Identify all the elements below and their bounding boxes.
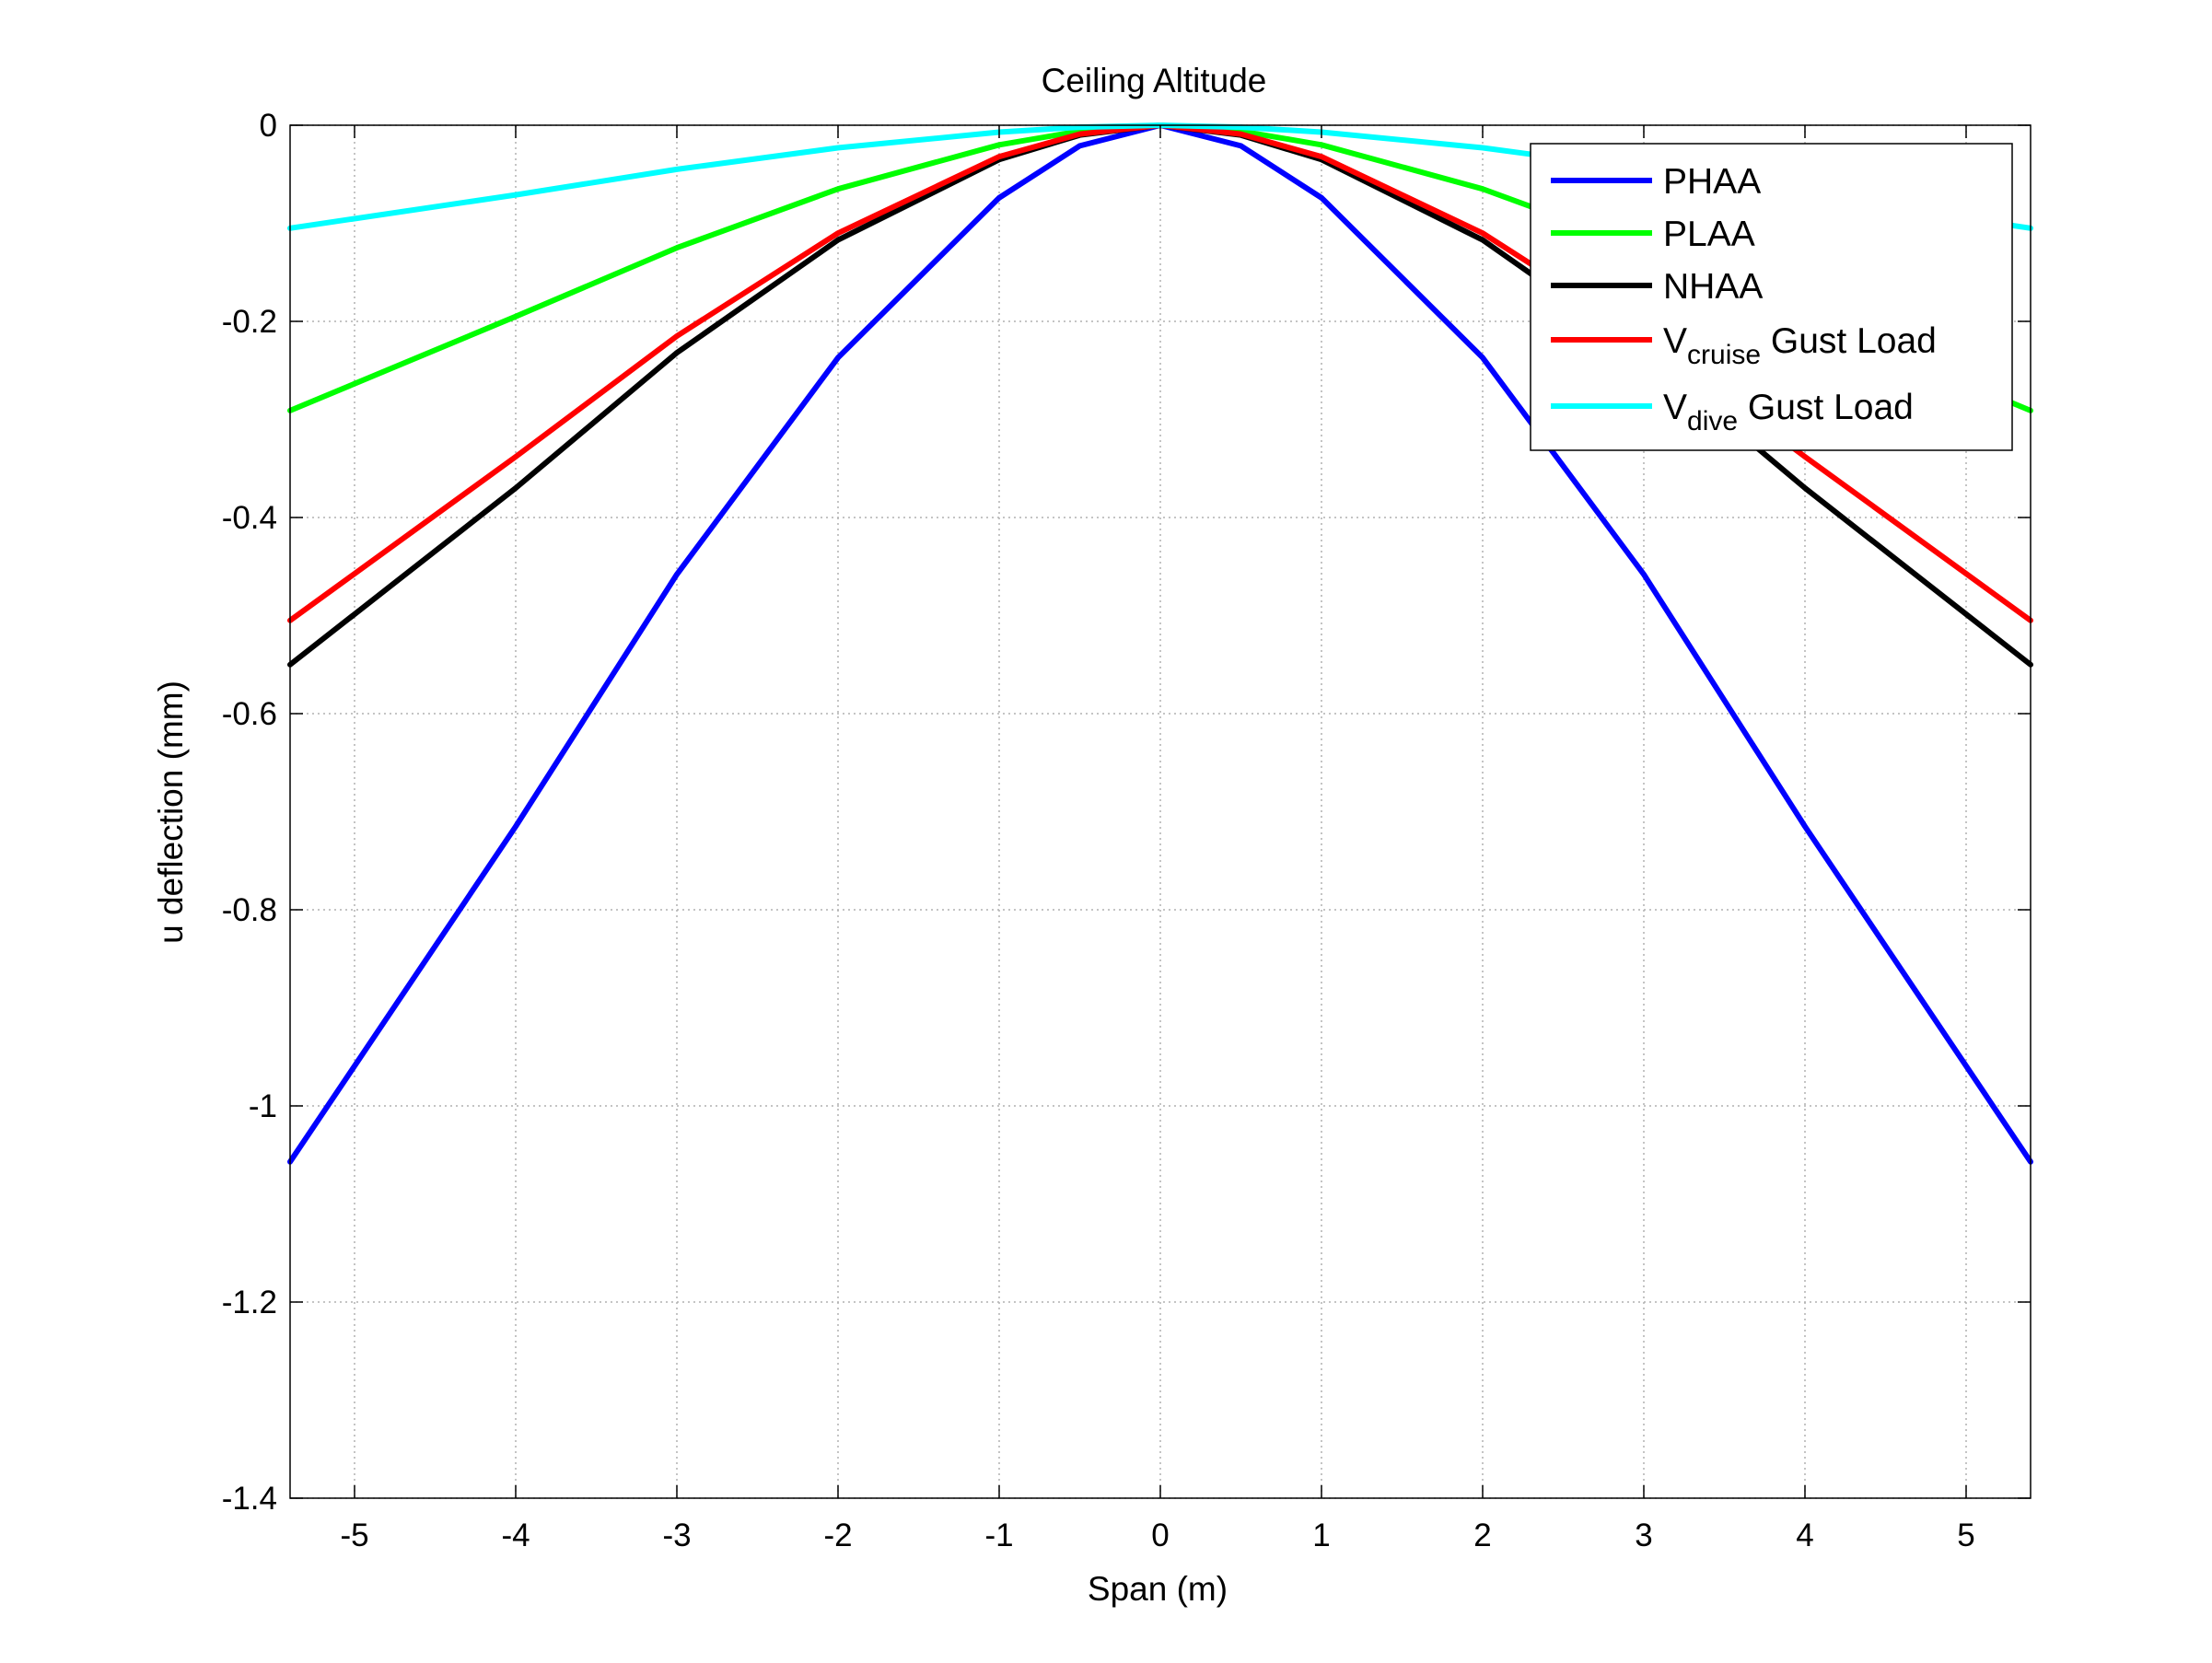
legend-entry: NHAA xyxy=(1663,267,1763,307)
x-tick-label: -4 xyxy=(501,1518,530,1553)
y-tick-label: -1.4 xyxy=(222,1481,277,1517)
y-tick-label: -1.2 xyxy=(222,1285,277,1320)
x-tick-label: 2 xyxy=(1473,1518,1491,1553)
y-tick-label: -0.4 xyxy=(222,500,277,536)
x-tick-label: 5 xyxy=(1957,1518,1974,1553)
grid-lines xyxy=(290,124,2031,1499)
x-axis-label: Span (m) xyxy=(1088,1570,1228,1608)
x-tick-label: -5 xyxy=(340,1518,368,1553)
y-tick-label: -1 xyxy=(249,1088,277,1124)
x-tick-label: -1 xyxy=(984,1518,1013,1553)
y-tick-label: 0 xyxy=(260,108,277,144)
axes-frame xyxy=(289,124,2032,1499)
x-tick-label: 4 xyxy=(1796,1518,1813,1553)
legend-box xyxy=(1530,143,2013,451)
x-tick-label: 3 xyxy=(1635,1518,1652,1553)
chart-title: Ceiling Altitude xyxy=(1042,62,1267,99)
legend-entry: PHAA xyxy=(1663,162,1761,202)
x-tick-label: 0 xyxy=(1151,1518,1169,1553)
legend-entry: Vdive Gust Load xyxy=(1663,388,1914,436)
x-tick-label: 1 xyxy=(1312,1518,1330,1553)
legend-entry: PLAA xyxy=(1663,215,1755,254)
tick-labels: -5 -4 -3 -2 -1 0 1 2 3 4 5 0 -0.2 -0.4 -0.6 -0.8 -1 -1.2 -… xyxy=(222,108,1975,1553)
legend: PHAA PLAA NHAA Vcruise Gust Load Vdive Gust … xyxy=(1530,143,2013,451)
y-tick-label: -0.6 xyxy=(222,696,277,732)
x-tick-label: -3 xyxy=(662,1518,691,1553)
legend-entry: Vcruise Gust Load xyxy=(1663,321,1937,370)
y-tick-label: -0.2 xyxy=(222,304,277,340)
x-tick-label: -2 xyxy=(823,1518,852,1553)
y-axis-label: u deflection (mm) xyxy=(152,680,190,944)
y-tick-label: -0.8 xyxy=(222,892,277,928)
